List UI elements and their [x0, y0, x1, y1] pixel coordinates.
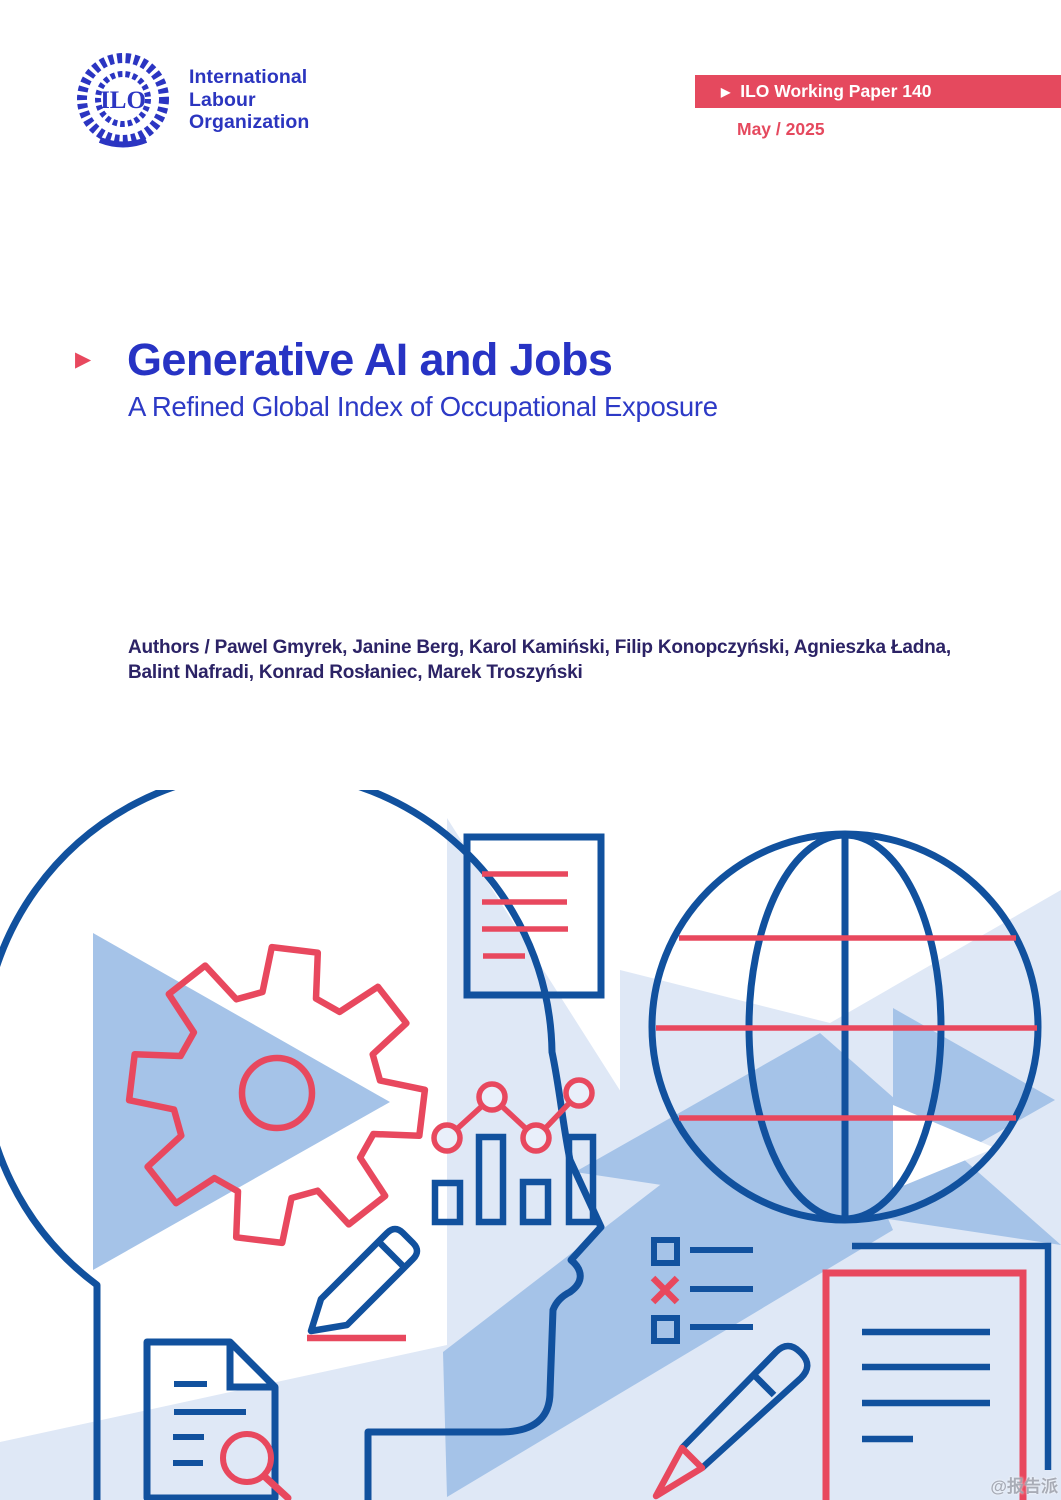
gear-icon: [125, 943, 429, 1247]
title-bullet-icon: ▶: [75, 348, 92, 371]
line-chart-icon: [431, 1077, 595, 1154]
page-subtitle: A Refined Global Index of Occupational E…: [128, 391, 718, 422]
org-name-line: Labour: [189, 88, 256, 111]
play-arrow-icon: ▶: [721, 84, 731, 99]
ilo-logo: ILO: [68, 52, 178, 152]
issue-date: May / 2025: [737, 119, 825, 139]
cover-illustration: [0, 790, 1061, 1500]
document-text-icon: [822, 1242, 1052, 1500]
pencil-bottom-icon: [652, 1342, 811, 1500]
org-name-line: Organization: [189, 111, 310, 133]
pencil-icon: [307, 1225, 421, 1342]
x-mark-icon: [650, 1275, 680, 1305]
working-paper-label: ILO Working Paper 140: [740, 81, 932, 101]
org-name: International Labour Organization: [189, 66, 309, 134]
checklist-icon: [650, 1237, 753, 1344]
page-title: Generative AI and Jobs: [127, 334, 613, 385]
watermark: @报告派: [990, 1477, 1058, 1496]
ilo-emblem-icon: ILO: [77, 53, 169, 148]
authors-block: Authors / Pawel Gmyrek, Janine Berg, Kar…: [128, 636, 1028, 685]
authors-line: Balint Nafradi, Konrad Rosłaniec, Marek …: [128, 661, 583, 683]
globe-icon: [648, 830, 1042, 1224]
org-name-line: International: [189, 66, 308, 88]
working-paper-banner: ▶ ILO Working Paper 140: [695, 75, 1061, 108]
magnifier-icon: [220, 1431, 292, 1500]
document-icon: [463, 833, 605, 999]
authors-line: Authors / Pawel Gmyrek, Janine Berg, Kar…: [128, 637, 951, 658]
ilo-emblem-text: ILO: [100, 87, 146, 114]
human-head-profile-icon: [0, 790, 605, 1500]
bar-chart-icon: [431, 1133, 597, 1226]
document-search-icon: [143, 1338, 292, 1500]
